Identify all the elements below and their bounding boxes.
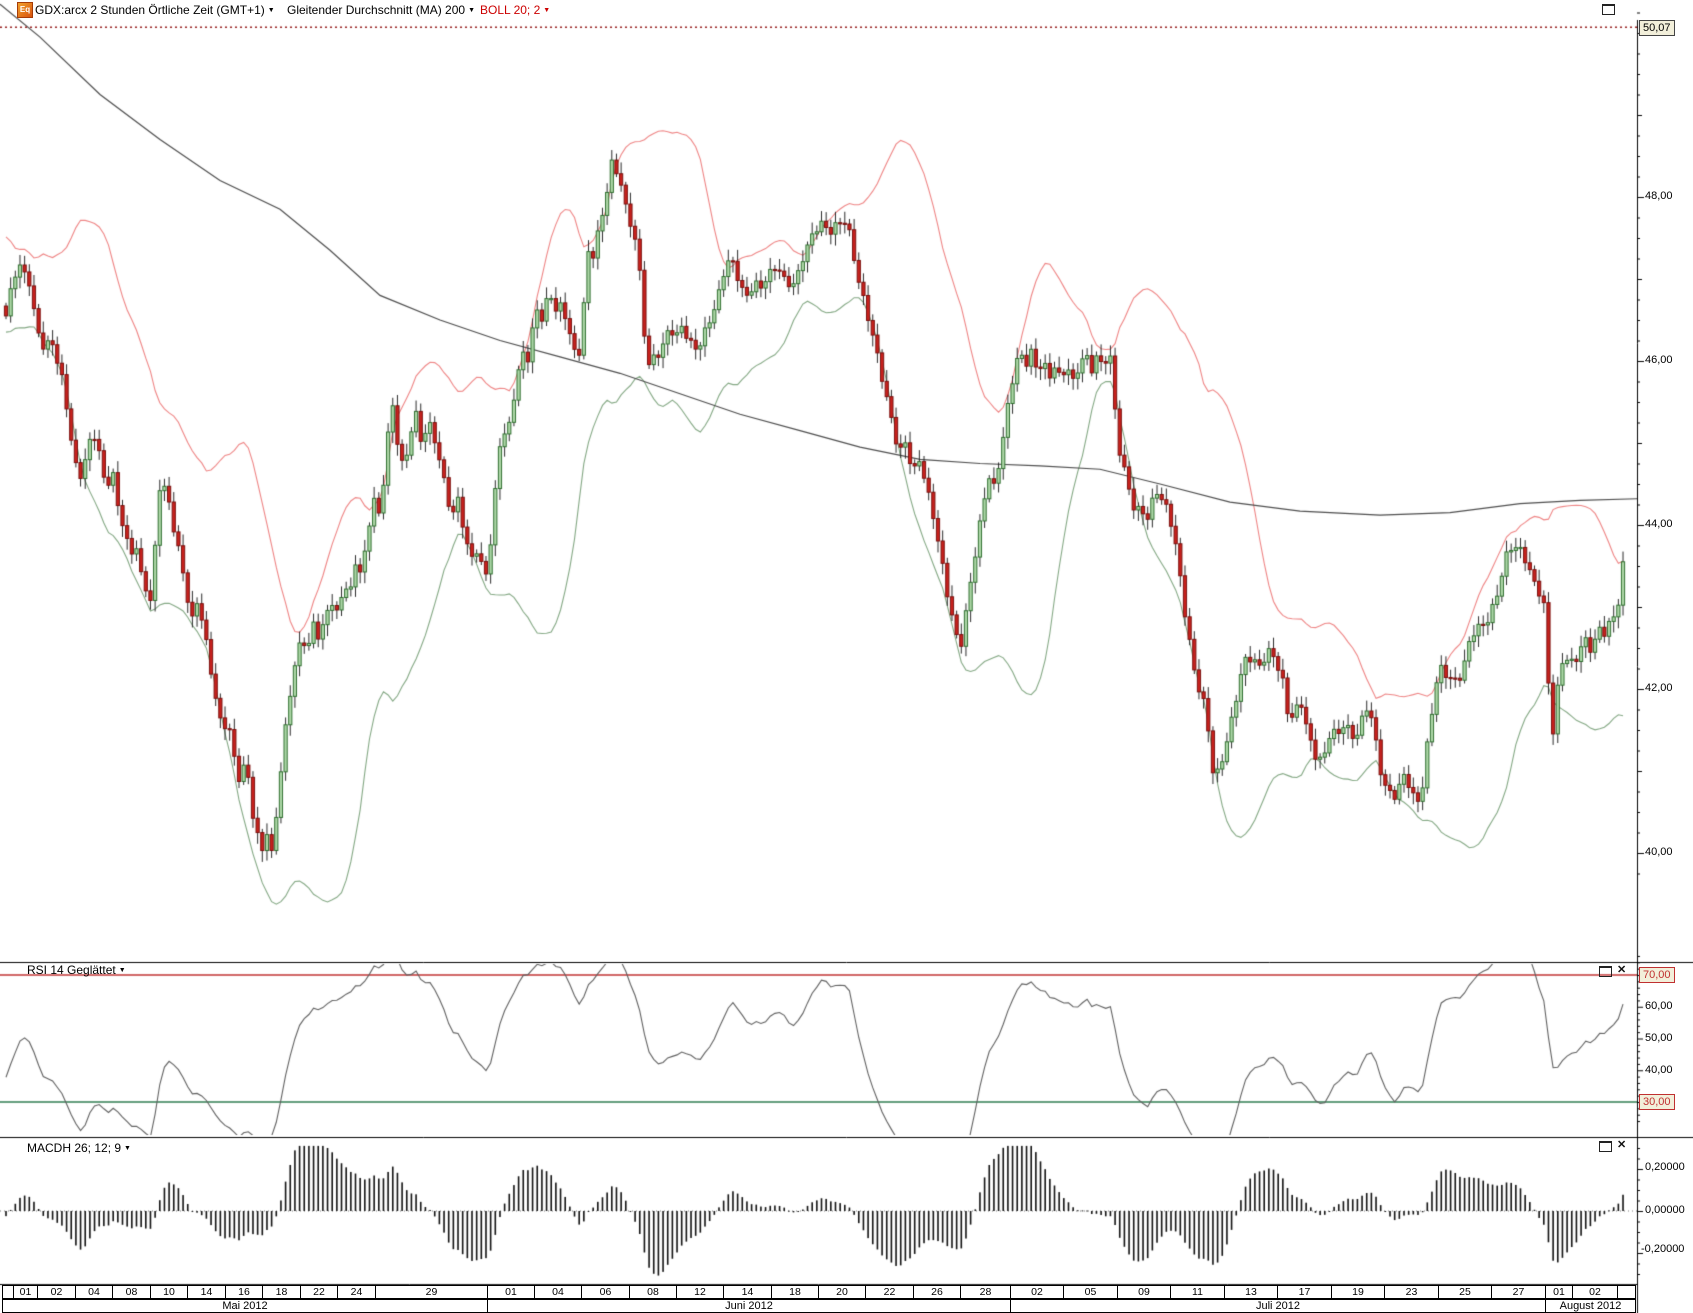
date-axis-day-cell: 02 xyxy=(1572,1285,1618,1299)
macd-panel-title-dropdown[interactable]: MACDH 26; 12; 9 ▼ xyxy=(27,1141,131,1155)
date-axis-month-cell: August 2012 xyxy=(1545,1299,1636,1313)
date-axis-day-cell: 18 xyxy=(262,1285,301,1299)
price-axis-label: 44,00 xyxy=(1645,518,1673,530)
macd-restore-icon[interactable] xyxy=(1599,1141,1612,1152)
rsi-axis-label: 60,00 xyxy=(1645,1000,1673,1012)
price-axis-label: 40,00 xyxy=(1645,846,1673,858)
date-axis-day-cell: 11 xyxy=(1170,1285,1225,1299)
rsi-oversold-badge: 30,00 xyxy=(1639,1094,1675,1110)
ma-indicator-dropdown[interactable]: Gleitender Durchschnitt (MA) 200 ▼ xyxy=(287,3,475,18)
date-axis-day-cell: 22 xyxy=(865,1285,914,1299)
date-axis-day-cell: 08 xyxy=(112,1285,151,1299)
date-axis-day-cell: 28 xyxy=(960,1285,1011,1299)
price-axis-label: 46,00 xyxy=(1645,354,1673,366)
rsi-axis-label: 50,00 xyxy=(1645,1032,1673,1044)
date-axis-day-cell: 23 xyxy=(1384,1285,1439,1299)
date-axis-day-cell: 01 xyxy=(13,1285,38,1299)
date-axis-day-cell: 14 xyxy=(187,1285,226,1299)
date-axis-day-cell: 02 xyxy=(1010,1285,1064,1299)
date-axis-day-cell xyxy=(1617,1285,1636,1299)
date-axis-day-cell: 04 xyxy=(534,1285,582,1299)
date-axis-day-cell: 12 xyxy=(676,1285,724,1299)
restore-window-icon[interactable] xyxy=(1602,4,1615,15)
macd-panel-title: MACDH 26; 12; 9 xyxy=(27,1141,122,1155)
date-axis-day-cell: 06 xyxy=(581,1285,630,1299)
rsi-axis-label: 40,00 xyxy=(1645,1064,1673,1076)
date-axis-day-cell: 26 xyxy=(913,1285,961,1299)
macd-axis-label: -0,20000 xyxy=(1641,1243,1685,1255)
date-axis-day-cell: 22 xyxy=(300,1285,338,1299)
date-axis-day-cell: 02 xyxy=(37,1285,76,1299)
date-axis-day-cell: 09 xyxy=(1117,1285,1171,1299)
chevron-down-icon: ▼ xyxy=(468,7,476,14)
date-axis-day-cell: 05 xyxy=(1063,1285,1118,1299)
date-axis-day-cell: 14 xyxy=(723,1285,772,1299)
macd-axis-label: 0,20000 xyxy=(1645,1161,1685,1173)
price-marker-badge: 50,07 xyxy=(1639,20,1675,36)
date-axis-day-cell: 18 xyxy=(771,1285,819,1299)
rsi-close-icon[interactable]: ✕ xyxy=(1617,964,1627,976)
date-axis-day-cell: 24 xyxy=(337,1285,376,1299)
ma-indicator-label: Gleitender Durchschnitt (MA) 200 xyxy=(287,3,466,17)
date-axis-day-cell: 13 xyxy=(1224,1285,1278,1299)
date-axis-month-cell: Juli 2012 xyxy=(1010,1299,1546,1313)
date-axis-day-cell: 01 xyxy=(1545,1285,1573,1299)
date-axis-day-cell: 25 xyxy=(1438,1285,1492,1299)
price-axis-label: 42,00 xyxy=(1645,682,1673,694)
chevron-down-icon: ▼ xyxy=(118,967,126,974)
date-axis-day-cell: 16 xyxy=(225,1285,263,1299)
date-axis-day-cell: 01 xyxy=(487,1285,535,1299)
date-axis-day-cell: 10 xyxy=(150,1285,188,1299)
macd-axis-label: 0,00000 xyxy=(1645,1204,1685,1216)
date-axis-day-cell: 19 xyxy=(1331,1285,1385,1299)
rsi-panel-title-dropdown[interactable]: RSI 14 Geglättet ▼ xyxy=(27,963,126,977)
chevron-down-icon: ▼ xyxy=(267,7,275,14)
rsi-overbought-badge: 70,00 xyxy=(1639,967,1675,983)
date-axis-day-cell: 29 xyxy=(375,1285,488,1299)
date-axis-day-cell: 20 xyxy=(818,1285,866,1299)
boll-indicator-label: BOLL 20; 2 xyxy=(480,3,541,17)
symbol-title: GDX:arcx 2 Stunden Örtliche Zeit (GMT+1) xyxy=(35,3,265,17)
rsi-panel-title: RSI 14 Geglättet xyxy=(27,963,116,977)
date-axis-month-cell: Mai 2012 xyxy=(2,1299,488,1313)
date-axis-day-cell: 08 xyxy=(629,1285,677,1299)
date-axis-day-cell: 27 xyxy=(1491,1285,1546,1299)
rsi-restore-icon[interactable] xyxy=(1599,966,1612,977)
date-axis-day-cell: 04 xyxy=(75,1285,113,1299)
price-axis-label: 48,00 xyxy=(1645,190,1673,202)
date-axis-month-cell: Juni 2012 xyxy=(487,1299,1011,1313)
symbol-title-dropdown[interactable]: GDX:arcx 2 Stunden Örtliche Zeit (GMT+1)… xyxy=(35,3,275,18)
equilla-app-icon: Eq xyxy=(17,2,33,18)
chevron-down-icon: ▼ xyxy=(543,7,551,14)
boll-indicator-dropdown[interactable]: BOLL 20; 2 ▼ xyxy=(480,3,550,18)
date-axis-day-cell: 17 xyxy=(1277,1285,1332,1299)
macd-close-icon[interactable]: ✕ xyxy=(1617,1139,1627,1151)
chevron-down-icon: ▼ xyxy=(124,1145,131,1152)
